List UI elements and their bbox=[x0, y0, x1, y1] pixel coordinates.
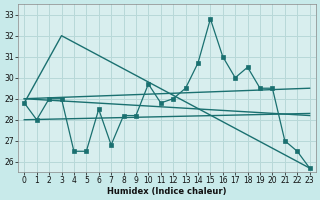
X-axis label: Humidex (Indice chaleur): Humidex (Indice chaleur) bbox=[107, 187, 227, 196]
